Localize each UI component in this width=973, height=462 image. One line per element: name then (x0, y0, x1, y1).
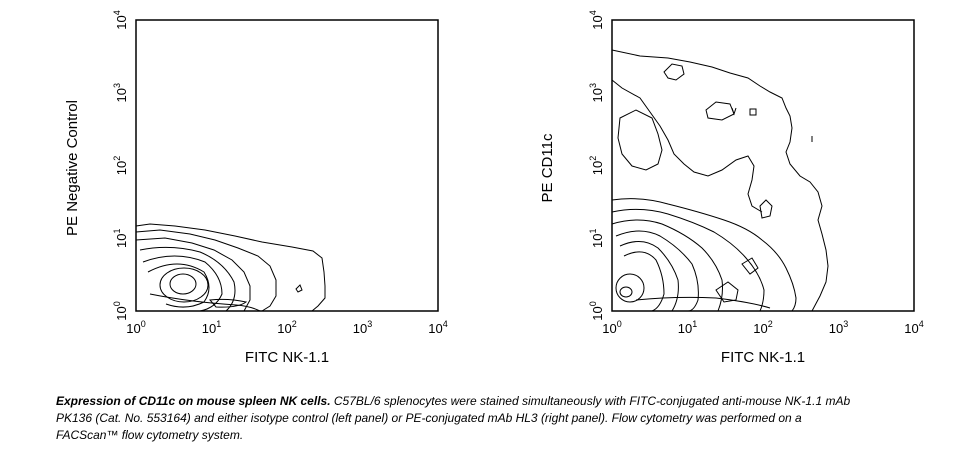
contours-left (135, 223, 326, 312)
contour-right-band-5 (619, 241, 679, 312)
plot-frame-right (611, 19, 915, 312)
contour-left-3 (135, 237, 251, 312)
contour-left-2 (135, 229, 277, 312)
contour-left-outer (135, 223, 326, 312)
x-tick-label-right-0: 100 (602, 319, 621, 336)
y-tick-labels-right: 100 101 102 103 104 (588, 10, 605, 320)
y-tick-label-left-0: 100 (112, 301, 129, 320)
panel-right: 100 101 102 103 104 100 101 102 103 104 FITC NK-… (539, 10, 924, 366)
x-tick-label-right-1: 101 (678, 319, 697, 336)
y-tick-label-left-1: 101 (112, 229, 129, 248)
contour-right-lower-blob-2 (741, 257, 759, 275)
contour-right-core-1 (615, 273, 645, 303)
contour-right-band-4 (615, 230, 699, 312)
x-tick-label-left-1: 101 (202, 319, 221, 336)
contour-right-band-6 (623, 251, 665, 312)
contour-left-tail-2 (209, 298, 248, 308)
y-tick-label-right-2: 102 (588, 156, 605, 175)
contour-right-band-3 (611, 219, 723, 312)
x-tick-label-left-3: 103 (353, 319, 372, 336)
contour-left-4 (139, 246, 236, 312)
contour-right-inner-loop (617, 109, 663, 171)
x-tick-labels-left: 100 101 102 103 104 (126, 319, 447, 336)
x-tick-label-right-4: 104 (904, 319, 923, 336)
contour-left-core-outer (159, 267, 209, 303)
x-tick-label-left-4: 104 (428, 319, 447, 336)
figure-caption: Expression of CD11c on mouse spleen NK c… (56, 393, 856, 444)
x-axis-label-left: FITC NK-1.1 (245, 349, 329, 366)
contour-right-lower-blob (715, 281, 739, 303)
y-tick-label-right-3: 103 (588, 83, 605, 102)
x-tick-label-right-2: 102 (753, 319, 772, 336)
y-tick-label-right-4: 104 (588, 10, 605, 29)
contour-right-upperleft (611, 79, 763, 213)
y-tick-label-left-3: 103 (112, 83, 129, 102)
contour-right-midblob (705, 101, 735, 121)
y-tick-labels-left: 100 101 102 103 104 (112, 10, 129, 320)
contour-right-lower-band (635, 296, 771, 309)
contour-right-tick (731, 107, 737, 116)
contour-left-speck (295, 284, 303, 293)
y-tick-label-right-1: 101 (588, 229, 605, 248)
contour-right-core-2 (619, 286, 633, 298)
contour-right-band-1 (611, 198, 797, 312)
x-axis-label-right: FITC NK-1.1 (721, 349, 805, 366)
contours-right (611, 49, 829, 312)
x-tick-label-left-2: 102 (277, 319, 296, 336)
contour-right-rightblob (759, 199, 773, 219)
caption-title: Expression of CD11c on mouse spleen NK c… (56, 394, 331, 408)
contour-left-tail (149, 293, 261, 312)
figure: 100 101 102 103 104 100 101 102 103 104 FITC NK-… (64, 10, 924, 366)
x-tick-labels-right: 100 101 102 103 104 (602, 319, 923, 336)
contour-left-core (169, 273, 197, 295)
contour-right-square (749, 108, 757, 116)
contour-right-topblob (663, 63, 685, 81)
y-tick-label-left-2: 102 (112, 156, 129, 175)
plot-frame-left (135, 19, 439, 312)
y-tick-label-left-4: 104 (112, 10, 129, 29)
caption-body: C57BL/6 splenocytes were stained simulta… (56, 394, 851, 442)
y-axis-label-left: PE Negative Control (64, 100, 81, 236)
contour-right-outer (611, 49, 829, 312)
y-axis-label-right: PE CD11c (539, 133, 556, 202)
x-tick-label-left-0: 100 (126, 319, 145, 336)
y-tick-label-right-0: 100 (588, 301, 605, 320)
x-tick-label-right-3: 103 (829, 319, 848, 336)
contour-left-6 (147, 263, 210, 308)
panel-left: 100 101 102 103 104 100 101 102 103 104 FITC NK-… (64, 10, 448, 366)
contour-right-band-2 (611, 208, 765, 312)
